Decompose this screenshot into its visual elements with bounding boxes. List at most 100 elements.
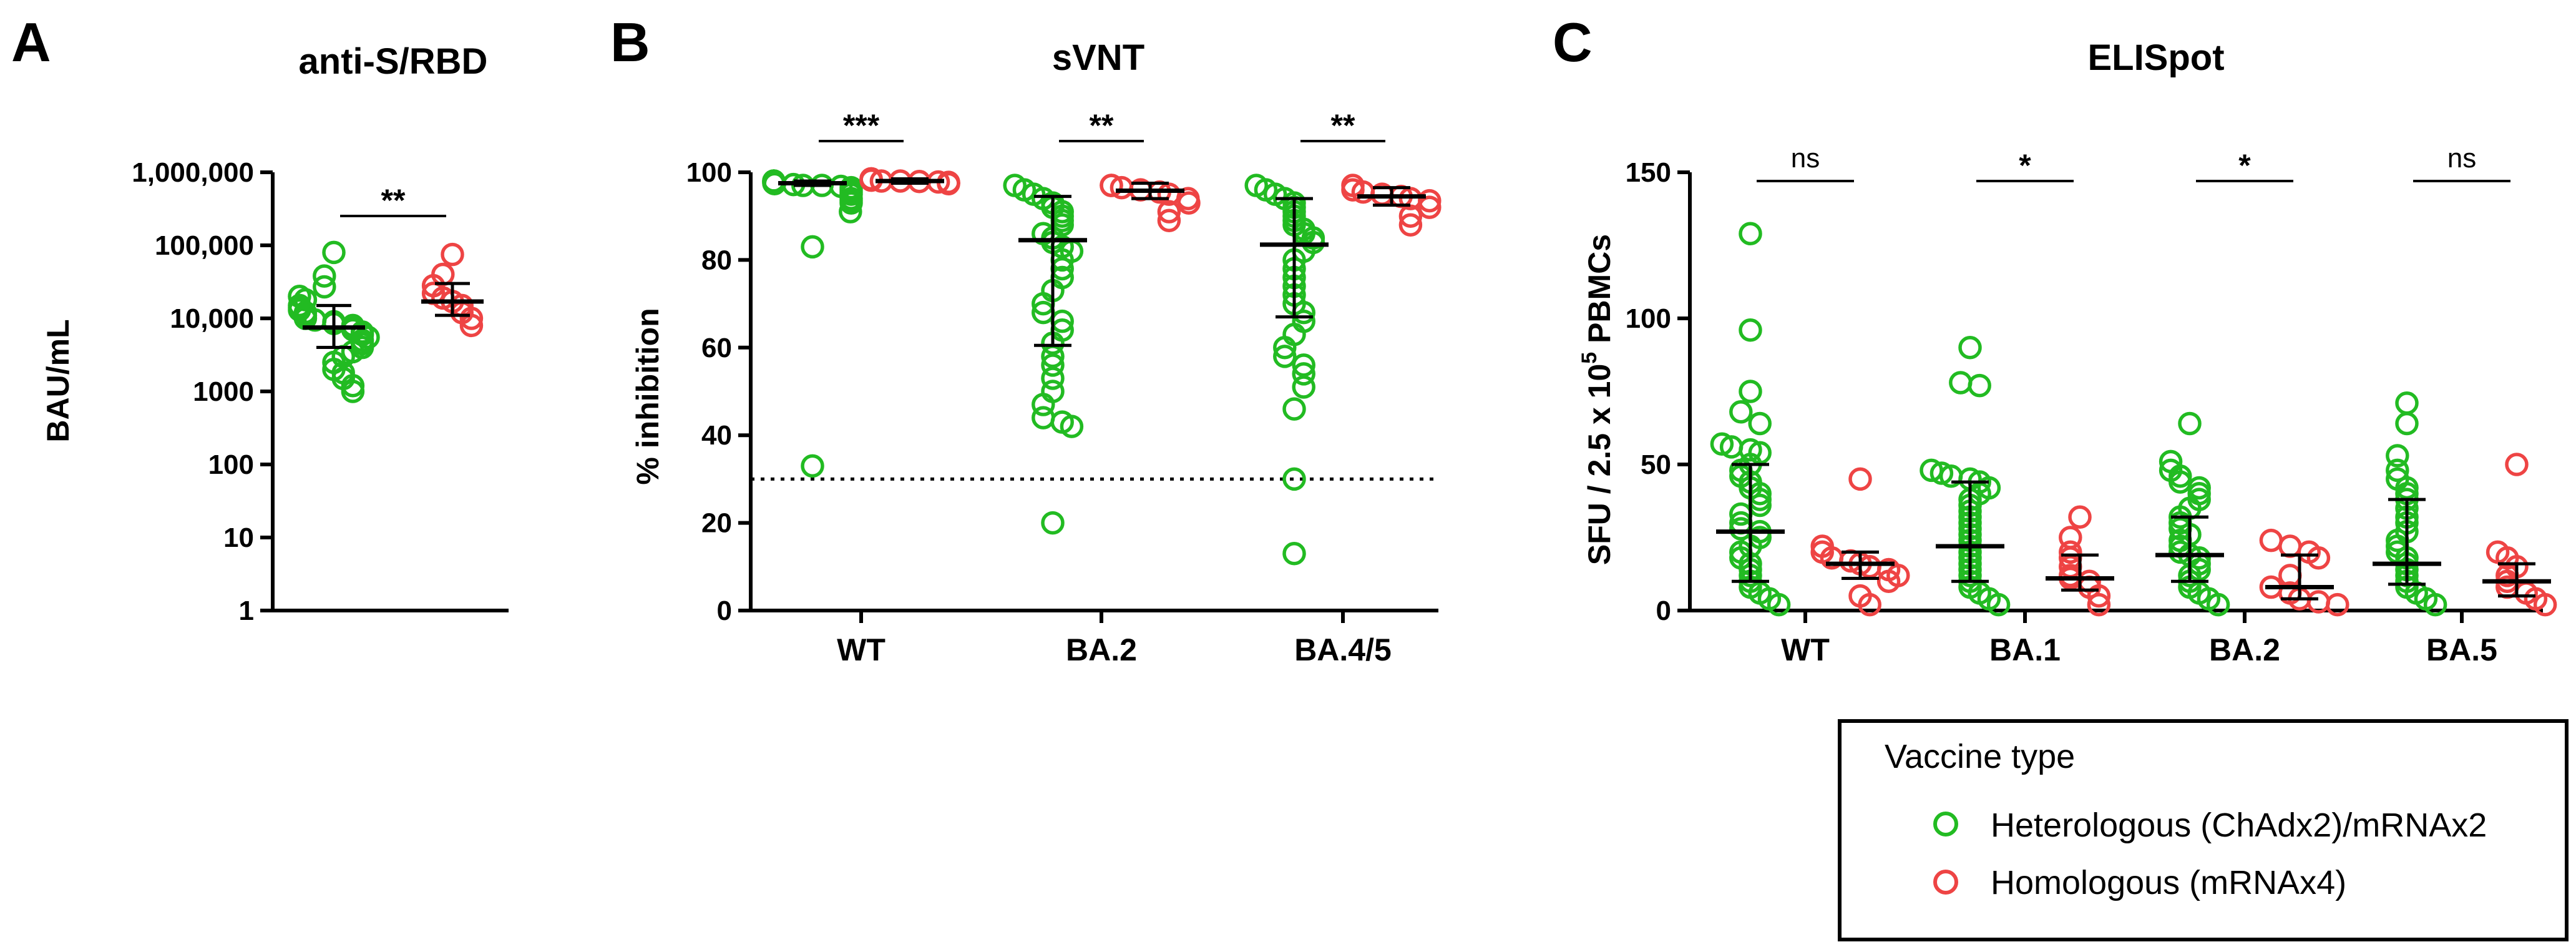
panel-b-point (1292, 362, 1315, 386)
panel-c-point (1949, 371, 1973, 395)
panel-a-y-tick-label: 1 (239, 596, 254, 626)
panel-b-point (1282, 467, 1306, 491)
panel-c-y-axis-label: SFU / 2.5 x 105 PBMCs (1578, 234, 1617, 565)
panel-b-title: sVNT (1052, 37, 1144, 78)
panel-b-point (1418, 195, 1442, 219)
panel-a-point (322, 240, 346, 265)
panel-c-x-tick-label: BA.5 (2426, 632, 2497, 667)
panel-b-y-tick-label: 40 (701, 420, 732, 451)
panel-c-point (1958, 336, 1982, 360)
panel-c-y-tick-label: 0 (1656, 596, 1671, 626)
panel-c-point (1739, 438, 1762, 462)
panel-c-significance-label: * (2019, 148, 2031, 183)
panel-b-x-tick-label: BA.4/5 (1294, 632, 1392, 667)
panel-c-y-tick-label: 100 (1626, 303, 1671, 334)
panel-c-point (2306, 546, 2331, 570)
panel-a-point (313, 264, 336, 288)
panel-b-x-tick-label: BA.2 (1066, 632, 1137, 667)
panel-b-point (1398, 213, 1423, 237)
panel-c-point (2533, 592, 2557, 617)
panel-c-title: ELISpot (2087, 37, 2224, 78)
panel-label-a: A (11, 11, 51, 73)
panel-b-point (1292, 375, 1315, 399)
panel-a-significance-label: ** (381, 183, 406, 218)
panel-b-point (1157, 209, 1181, 232)
panel-b-significance-label: *** (843, 108, 880, 143)
panel-c-x-tick-label: BA.1 (1989, 632, 2061, 667)
panel-c-point (2505, 453, 2529, 476)
panel-b-point (1418, 189, 1442, 213)
panel-c-y-axis-label-tail: PBMCs (1582, 234, 1617, 352)
panel-b-point (1341, 178, 1365, 202)
panel-c-point (1968, 373, 1991, 398)
panel-c-point (1876, 569, 1901, 593)
panel-c-point (2423, 592, 2447, 617)
panel-c-y-tick-label: 150 (1626, 157, 1671, 188)
panel-label-b: B (610, 11, 650, 73)
panel-b-point (937, 172, 960, 196)
panel-b-point (1292, 353, 1315, 377)
panel-b-point (1273, 336, 1297, 360)
panel-a-y-tick-label: 100 (208, 449, 254, 480)
legend-marker-heterologous (1933, 812, 1958, 837)
panel-a-y-tick-label: 10 (223, 523, 254, 553)
panel-a-y-tick-label: 10,000 (170, 303, 254, 334)
panel-b-point (1157, 200, 1181, 223)
panel-b-point (839, 200, 862, 223)
panel-c-point (1748, 411, 1772, 436)
panel-b-y-tick-label: 60 (701, 333, 732, 363)
panel-c-point (2386, 458, 2409, 483)
panel-b-point (1041, 366, 1065, 390)
panel-b-y-tick-label: 0 (717, 596, 732, 626)
panel-c-x-tick-label: WT (1781, 632, 1830, 667)
panel-c-point (2395, 411, 2419, 436)
legend-box (1838, 719, 2569, 941)
panel-c-significance-label: ns (1791, 143, 1820, 174)
panel-c-point (2326, 592, 2349, 617)
panel-c-point (2386, 444, 2409, 468)
panel-a-y-tick-label: 1,000,000 (132, 157, 254, 188)
panel-b-point (1032, 406, 1055, 429)
panel-c-y-axis-label-sup: 5 (1578, 352, 1601, 364)
legend-label-heterologous: Heterologous (ChAdx2)/mRNAx2 (1991, 807, 2487, 844)
panel-c-point (2395, 391, 2419, 415)
panel-b-point (1398, 204, 1423, 228)
panel-b-point (1041, 511, 1065, 535)
legend-title: Vaccine type (1885, 738, 2075, 775)
panel-a-point (441, 242, 464, 267)
panel-c-point (1739, 380, 1762, 403)
panel-b-point (801, 454, 824, 478)
panel-c-point (2278, 534, 2302, 558)
legend-label-homologous: Homologous (mRNAx4) (1991, 864, 2346, 901)
panel-b-y-tick-label: 80 (701, 245, 732, 275)
panel-b-point (1282, 397, 1306, 421)
panel-c-significance-label: ns (2447, 143, 2476, 174)
panel-c-point (2087, 584, 2111, 608)
panel-b-x-tick-label: WT (837, 632, 886, 667)
panel-b-point (1060, 415, 1084, 438)
panel-c-point (1739, 318, 1762, 342)
panel-b-point (1282, 541, 1306, 566)
panel-b-point (1041, 353, 1065, 377)
panel-c-y-axis-label-main: SFU / 2.5 x 10 (1582, 364, 1617, 565)
panel-a-y-axis-label: BAU/mL (41, 319, 76, 442)
panel-c-point (1739, 222, 1762, 246)
panel-a-point (341, 380, 365, 403)
panel-c-x-tick-label: BA.2 (2209, 632, 2280, 667)
panel-b-y-tick-label: 20 (701, 508, 732, 539)
panel-c-point (2068, 505, 2092, 529)
panel-c-point (1710, 432, 1734, 456)
panel-b-y-tick-label: 100 (686, 157, 732, 188)
legend: Vaccine type Heterologous (ChAdx2)/mRNAx… (1838, 719, 2569, 941)
panel-c-point (1848, 467, 1872, 491)
panel-c-point (2259, 528, 2283, 552)
panel-b-point (1032, 393, 1055, 416)
panel-b-point (839, 191, 863, 215)
panel-c-point (1767, 592, 1791, 617)
panel-c-point (1930, 461, 1954, 485)
panel-label-c: C (1553, 11, 1593, 73)
panel-c-y-tick-label: 50 (1641, 449, 1671, 480)
panel-c-point (2087, 592, 2111, 617)
panel-a-y-tick-label: 100,000 (155, 230, 254, 261)
